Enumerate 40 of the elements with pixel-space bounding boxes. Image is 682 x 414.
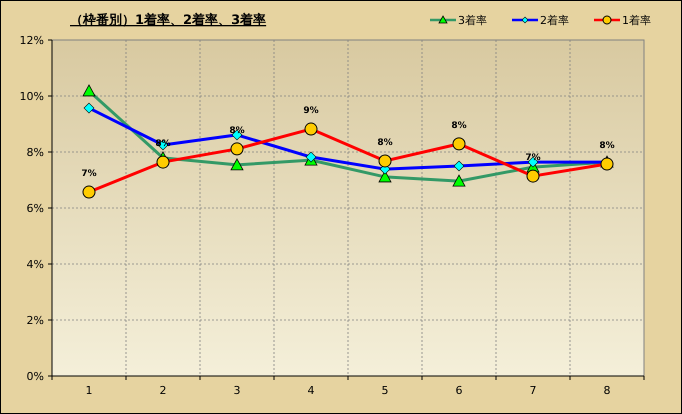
data-label: 8% — [377, 138, 393, 148]
point — [82, 84, 96, 96]
point — [84, 102, 94, 114]
point — [156, 156, 170, 169]
y-tick-label: 10% — [20, 90, 44, 103]
legend-label: 3着率 — [458, 14, 487, 27]
y-tick-label: 12% — [20, 34, 44, 47]
x-tick-label: 2 — [160, 384, 166, 397]
legend-label: 2着率 — [540, 14, 569, 27]
y-tick-label: 2% — [26, 314, 44, 327]
y-tick-label: 8% — [26, 146, 44, 159]
point — [452, 137, 466, 150]
point — [452, 174, 466, 187]
data-label: 8% — [229, 126, 245, 136]
x-tick-label: 8 — [604, 384, 610, 397]
x-tick-label: 3 — [234, 384, 240, 397]
y-tick-label: 0% — [26, 370, 44, 383]
y-tick-label: 4% — [26, 258, 44, 271]
x-tick-label: 7 — [530, 384, 536, 397]
data-label: 7% — [525, 153, 541, 164]
point — [600, 158, 614, 171]
x-tick-label: 1 — [86, 384, 92, 397]
x-tick-label: 4 — [308, 384, 314, 397]
point — [230, 142, 244, 156]
x-tick-label: 6 — [456, 384, 462, 397]
x-tick-label: 5 — [382, 384, 388, 397]
legend-label: 1着率 — [622, 14, 651, 27]
point — [526, 170, 540, 183]
point — [306, 152, 316, 162]
point — [378, 154, 392, 168]
point — [230, 158, 244, 170]
data-label: 8% — [451, 120, 467, 131]
point — [82, 186, 96, 199]
point — [454, 160, 464, 172]
chart-title: （枠番別）1着率、2着率、3着率 — [70, 12, 266, 28]
data-label: 7% — [81, 169, 97, 180]
y-tick-label: 6% — [26, 202, 44, 215]
data-label: 9% — [303, 106, 319, 116]
data-label: 8% — [599, 141, 615, 152]
point — [304, 122, 318, 136]
